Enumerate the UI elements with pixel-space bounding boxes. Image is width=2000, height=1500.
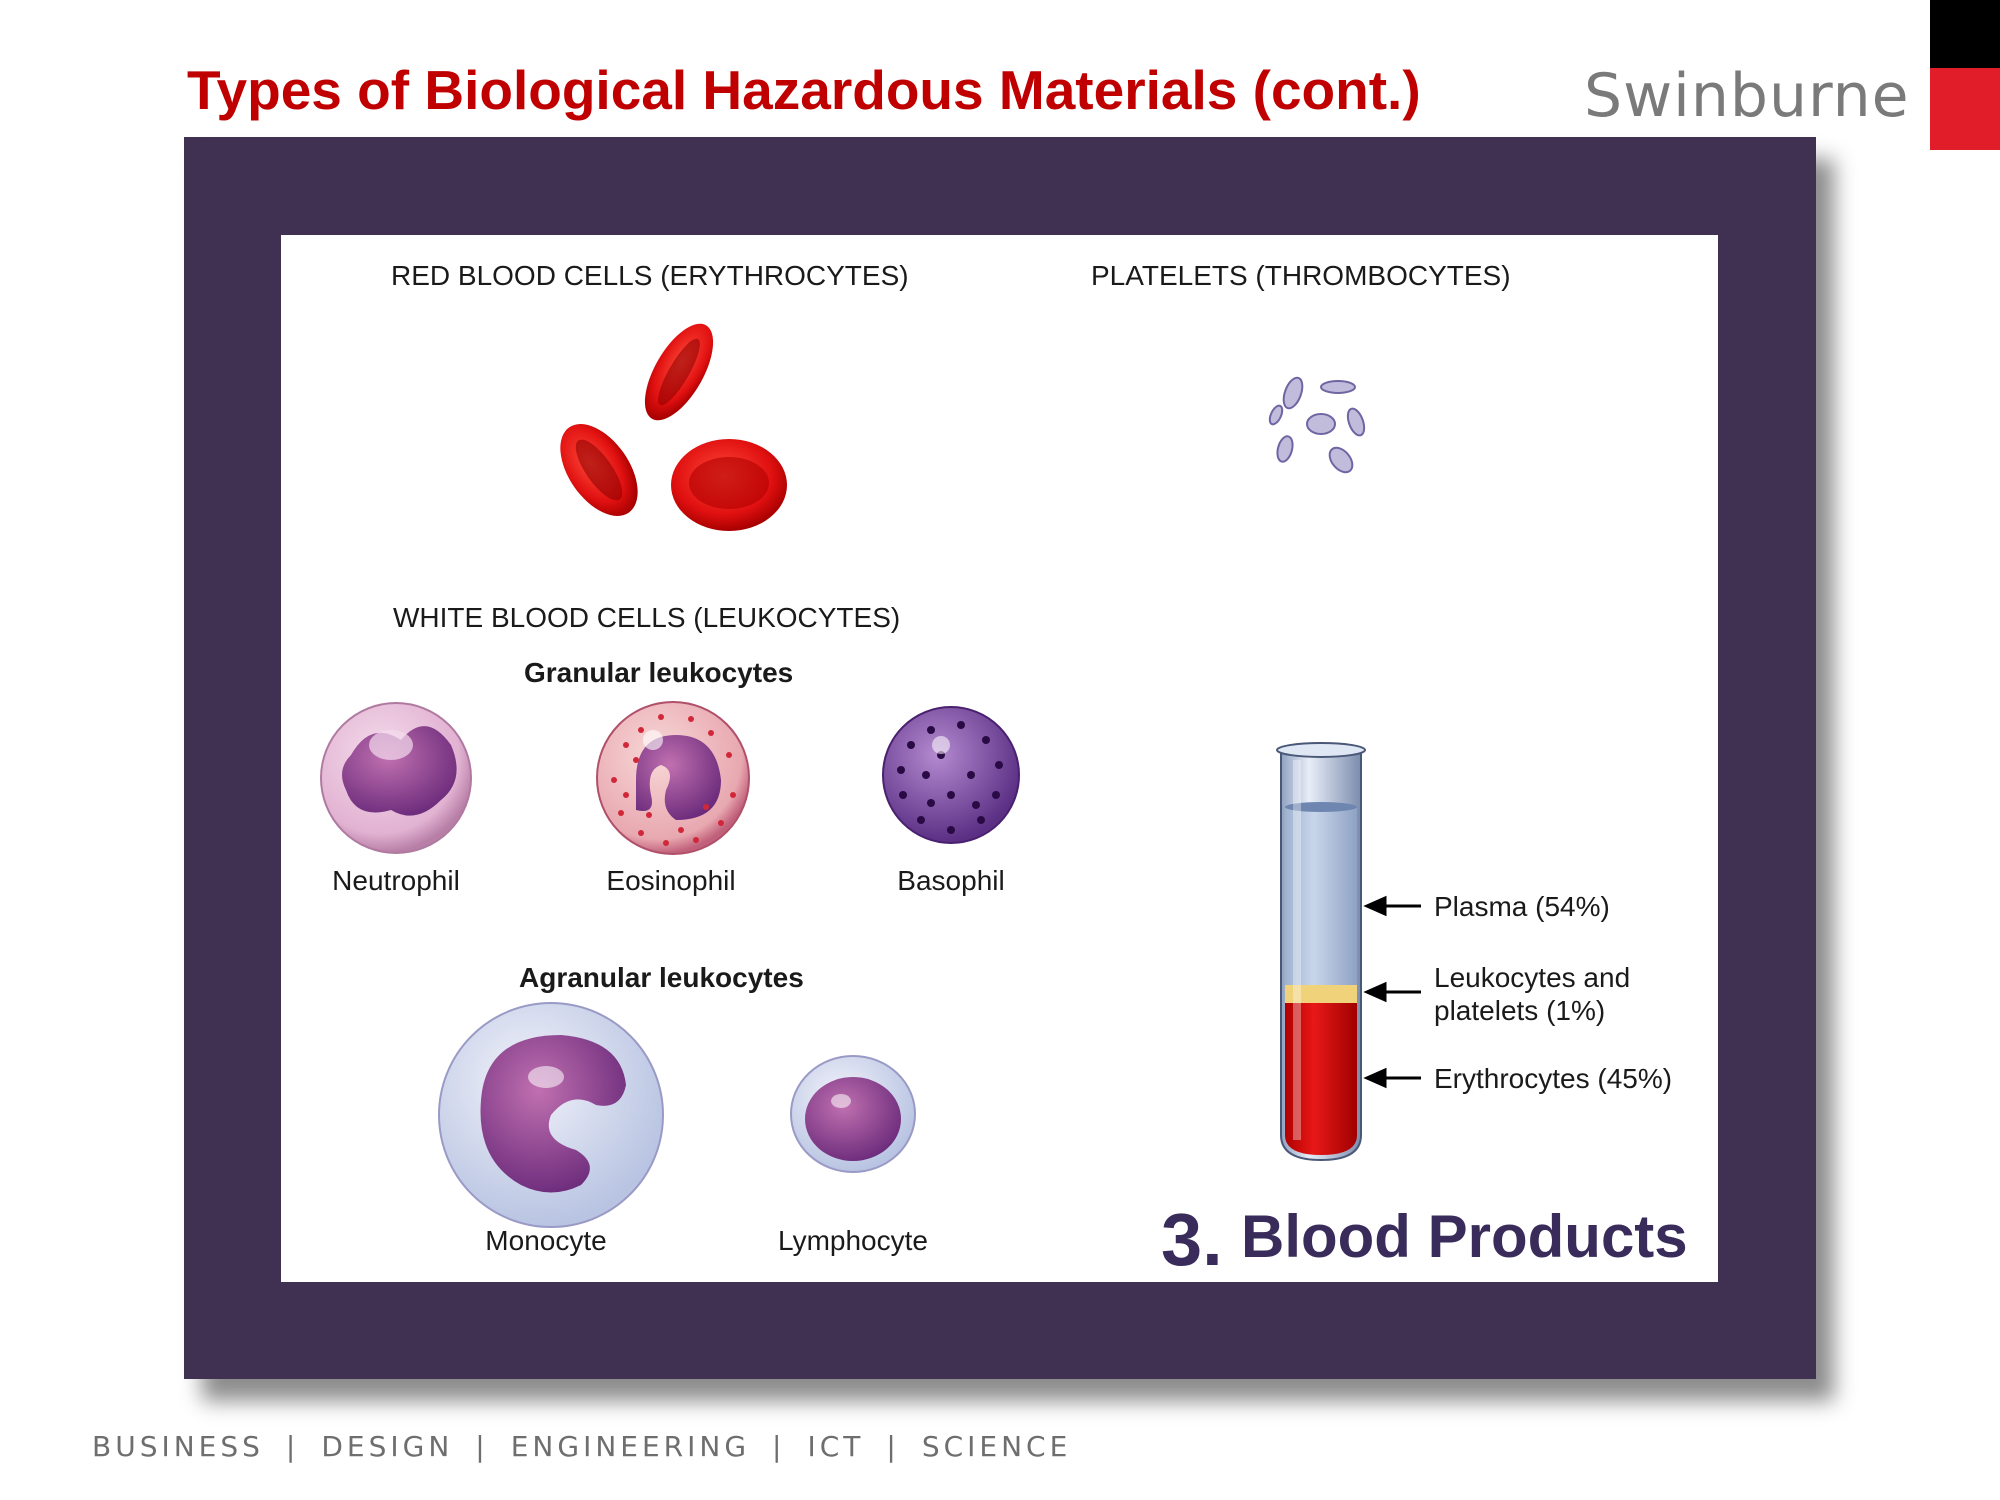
neutrophil-illustration: [320, 702, 472, 854]
lymphocyte-illustration: [790, 1055, 916, 1173]
footer-separator: |: [475, 1430, 489, 1463]
monocyte-label: Monocyte: [485, 1225, 606, 1256]
corner-black-block: [1930, 0, 2000, 68]
faculty-footer: BUSINESS | DESIGN | ENGINEERING | ICT | SCIENCE: [92, 1430, 1071, 1463]
plasma-label: Plasma (54%): [1434, 891, 1610, 922]
buffy-label-line2: platelets (1%): [1434, 995, 1605, 1026]
footer-item-engineering: ENGINEERING: [510, 1430, 751, 1463]
neutrophil-label: Neutrophil: [332, 865, 460, 896]
platelets-illustration: [1268, 376, 1366, 474]
erythrocyte-layer: [1285, 1003, 1357, 1155]
buffy-coat-layer: [1285, 985, 1357, 1003]
centrifuged-blood-tube: [1276, 742, 1366, 1162]
granular-heading: Granular leukocytes: [524, 657, 793, 688]
footer-separator: |: [772, 1430, 786, 1463]
caption-title: Blood Products: [1241, 1203, 1688, 1270]
footer-separator: |: [886, 1430, 900, 1463]
corner-red-block: [1930, 68, 2000, 150]
footer-item-business: BUSINESS: [92, 1430, 264, 1463]
erythrocytes-label: Erythrocytes (45%): [1434, 1063, 1672, 1094]
eosinophil-label: Eosinophil: [606, 865, 735, 896]
swinburne-logo: Swinburne: [1584, 61, 1910, 131]
monocyte-illustration: [438, 1002, 664, 1228]
agranular-heading: Agranular leukocytes: [519, 962, 804, 993]
basophil-label: Basophil: [897, 865, 1004, 896]
caption-number: 3.: [1161, 1198, 1223, 1281]
lymphocyte-label: Lymphocyte: [778, 1225, 928, 1256]
basophil-illustration: [882, 706, 1020, 844]
footer-item-ict: ICT: [807, 1430, 865, 1463]
erythrocyte-illustration: [560, 323, 787, 531]
footer-item-science: SCIENCE: [921, 1430, 1072, 1463]
eosinophil-illustration: [596, 701, 750, 855]
blood-cells-figure: RED BLOOD CELLS (ERYTHROCYTES) PLATELETS…: [281, 235, 1718, 1282]
slide-title: Types of Biological Hazardous Materials …: [187, 59, 1421, 121]
red-cells-heading: RED BLOOD CELLS (ERYTHROCYTES): [391, 260, 909, 291]
plasma-layer: [1285, 807, 1357, 985]
buffy-label-line1: Leukocytes and: [1434, 962, 1630, 993]
figure-frame: RED BLOOD CELLS (ERYTHROCYTES) PLATELETS…: [184, 137, 1816, 1379]
white-cells-heading: WHITE BLOOD CELLS (LEUKOCYTES): [393, 602, 900, 633]
tube-arrows: [1363, 895, 1421, 1089]
blood-cells-illustration: RED BLOOD CELLS (ERYTHROCYTES) PLATELETS…: [320, 260, 1688, 1281]
footer-item-design: DESIGN: [321, 1430, 454, 1463]
footer-separator: |: [285, 1430, 300, 1463]
platelets-heading: PLATELETS (THROMBOCYTES): [1091, 260, 1511, 291]
